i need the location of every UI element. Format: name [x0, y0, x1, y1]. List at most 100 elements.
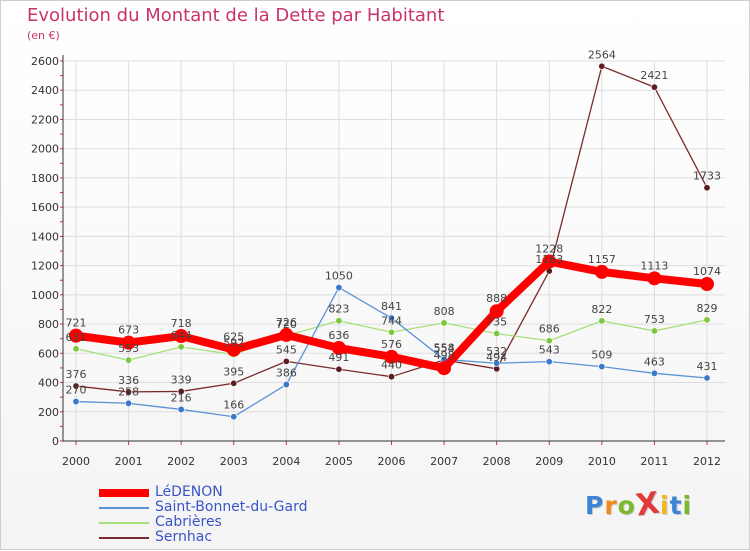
logo-letter: i [682, 491, 693, 520]
data-point [121, 335, 136, 350]
logo-letter: X [633, 485, 663, 524]
data-point [387, 373, 395, 381]
x-tick-label: 2000 [62, 455, 90, 468]
data-label: 166 [223, 399, 244, 412]
data-label: 339 [171, 373, 192, 386]
x-tick-label: 2008 [483, 455, 511, 468]
data-label: 720 [276, 318, 297, 331]
data-label: 718 [171, 317, 192, 330]
data-label: 395 [223, 365, 244, 378]
data-point [230, 379, 238, 387]
x-tick-label: 2012 [693, 455, 721, 468]
data-label: 636 [328, 329, 349, 342]
grid-layer [63, 60, 725, 442]
data-point [282, 357, 290, 365]
y-tick-label: 200 [38, 406, 59, 419]
data-label: 625 [223, 331, 244, 344]
x-tick-label: 2006 [378, 455, 406, 468]
proxiti-logo: ProXiti [585, 485, 693, 524]
x-tick-label: 2011 [640, 455, 668, 468]
data-label: 841 [381, 300, 402, 313]
data-point [594, 264, 609, 279]
legend-label: Saint-Bonnet-du-Gard [155, 499, 308, 515]
data-point [174, 329, 189, 344]
data-point [437, 361, 452, 376]
legend-label: Cabrières [155, 514, 222, 530]
data-label: 553 [118, 342, 139, 355]
data-label: 1113 [640, 259, 668, 272]
data-point [489, 304, 504, 319]
data-point [69, 328, 83, 343]
legend-label: Sernhac [155, 529, 213, 545]
data-label: 545 [276, 343, 297, 356]
data-label: 888 [486, 292, 507, 305]
data-label: 386 [276, 367, 297, 380]
legend-label: LéDENON [155, 484, 223, 500]
data-point [335, 365, 343, 373]
data-point [125, 356, 133, 364]
data-point [331, 341, 346, 356]
x-tick-label: 2007 [430, 455, 458, 468]
data-label: 440 [381, 359, 402, 372]
x-tick-label: 2005 [325, 455, 353, 468]
data-label: 1228 [535, 243, 563, 256]
data-point [650, 327, 658, 335]
data-label: 336 [118, 374, 139, 387]
data-label: 631 [66, 331, 87, 344]
y-tick-label: 800 [38, 318, 59, 331]
data-label: 808 [434, 305, 455, 318]
data-point [493, 359, 501, 367]
legend-item: LéDENON [99, 485, 308, 500]
data-label: 270 [66, 384, 87, 397]
data-label: 753 [644, 313, 665, 326]
legend-swatch [99, 488, 149, 497]
data-label: 498 [434, 349, 455, 362]
data-point [703, 316, 711, 324]
data-point [72, 382, 80, 390]
logo-letter: r [604, 491, 618, 520]
data-label: 491 [328, 351, 349, 364]
legend-swatch [99, 536, 149, 539]
data-point [545, 337, 553, 345]
data-point [335, 317, 343, 325]
data-point [598, 62, 606, 70]
data-label: 1733 [693, 170, 721, 183]
data-point [384, 349, 399, 364]
y-tick-label: 400 [38, 377, 59, 390]
data-label: 216 [171, 391, 192, 404]
x-tick-label: 2002 [167, 455, 195, 468]
y-tick-label: 1600 [31, 201, 59, 214]
data-label: 463 [644, 355, 665, 368]
data-label: 823 [328, 303, 349, 316]
data-label: 543 [539, 344, 560, 357]
y-tick-label: 2000 [31, 143, 59, 156]
data-point [72, 345, 80, 353]
data-label: 494 [486, 351, 507, 364]
y-tick-label: 1000 [31, 289, 59, 302]
data-label: 721 [66, 317, 87, 330]
data-label: 1163 [535, 253, 563, 266]
data-point [545, 358, 553, 366]
legend-swatch [99, 521, 149, 524]
x-tick-label: 2004 [272, 455, 300, 468]
data-point [72, 398, 80, 406]
data-label-layer: 721 673 718 625 726 636 576 498 888 1228 1157 1113 1… [66, 48, 722, 411]
data-point [542, 254, 557, 269]
y-tick-label: 1400 [31, 230, 59, 243]
data-point [703, 184, 711, 192]
chart-subtitle: (en €) [27, 29, 60, 42]
data-point [493, 330, 501, 338]
data-point [125, 388, 133, 396]
data-point [177, 343, 185, 351]
chart-title: Evolution du Montant de la Dette par Hab… [27, 5, 445, 26]
legend-item: Saint-Bonnet-du-Gard [99, 500, 308, 515]
data-label: 744 [381, 314, 402, 327]
x-tick-label: 2009 [535, 455, 563, 468]
legend-swatch [99, 506, 149, 509]
data-point [387, 328, 395, 336]
data-label: 558 [434, 341, 455, 354]
data-point [598, 363, 606, 371]
data-label: 376 [66, 368, 87, 381]
data-label: 2564 [588, 48, 616, 61]
data-point [703, 374, 711, 382]
